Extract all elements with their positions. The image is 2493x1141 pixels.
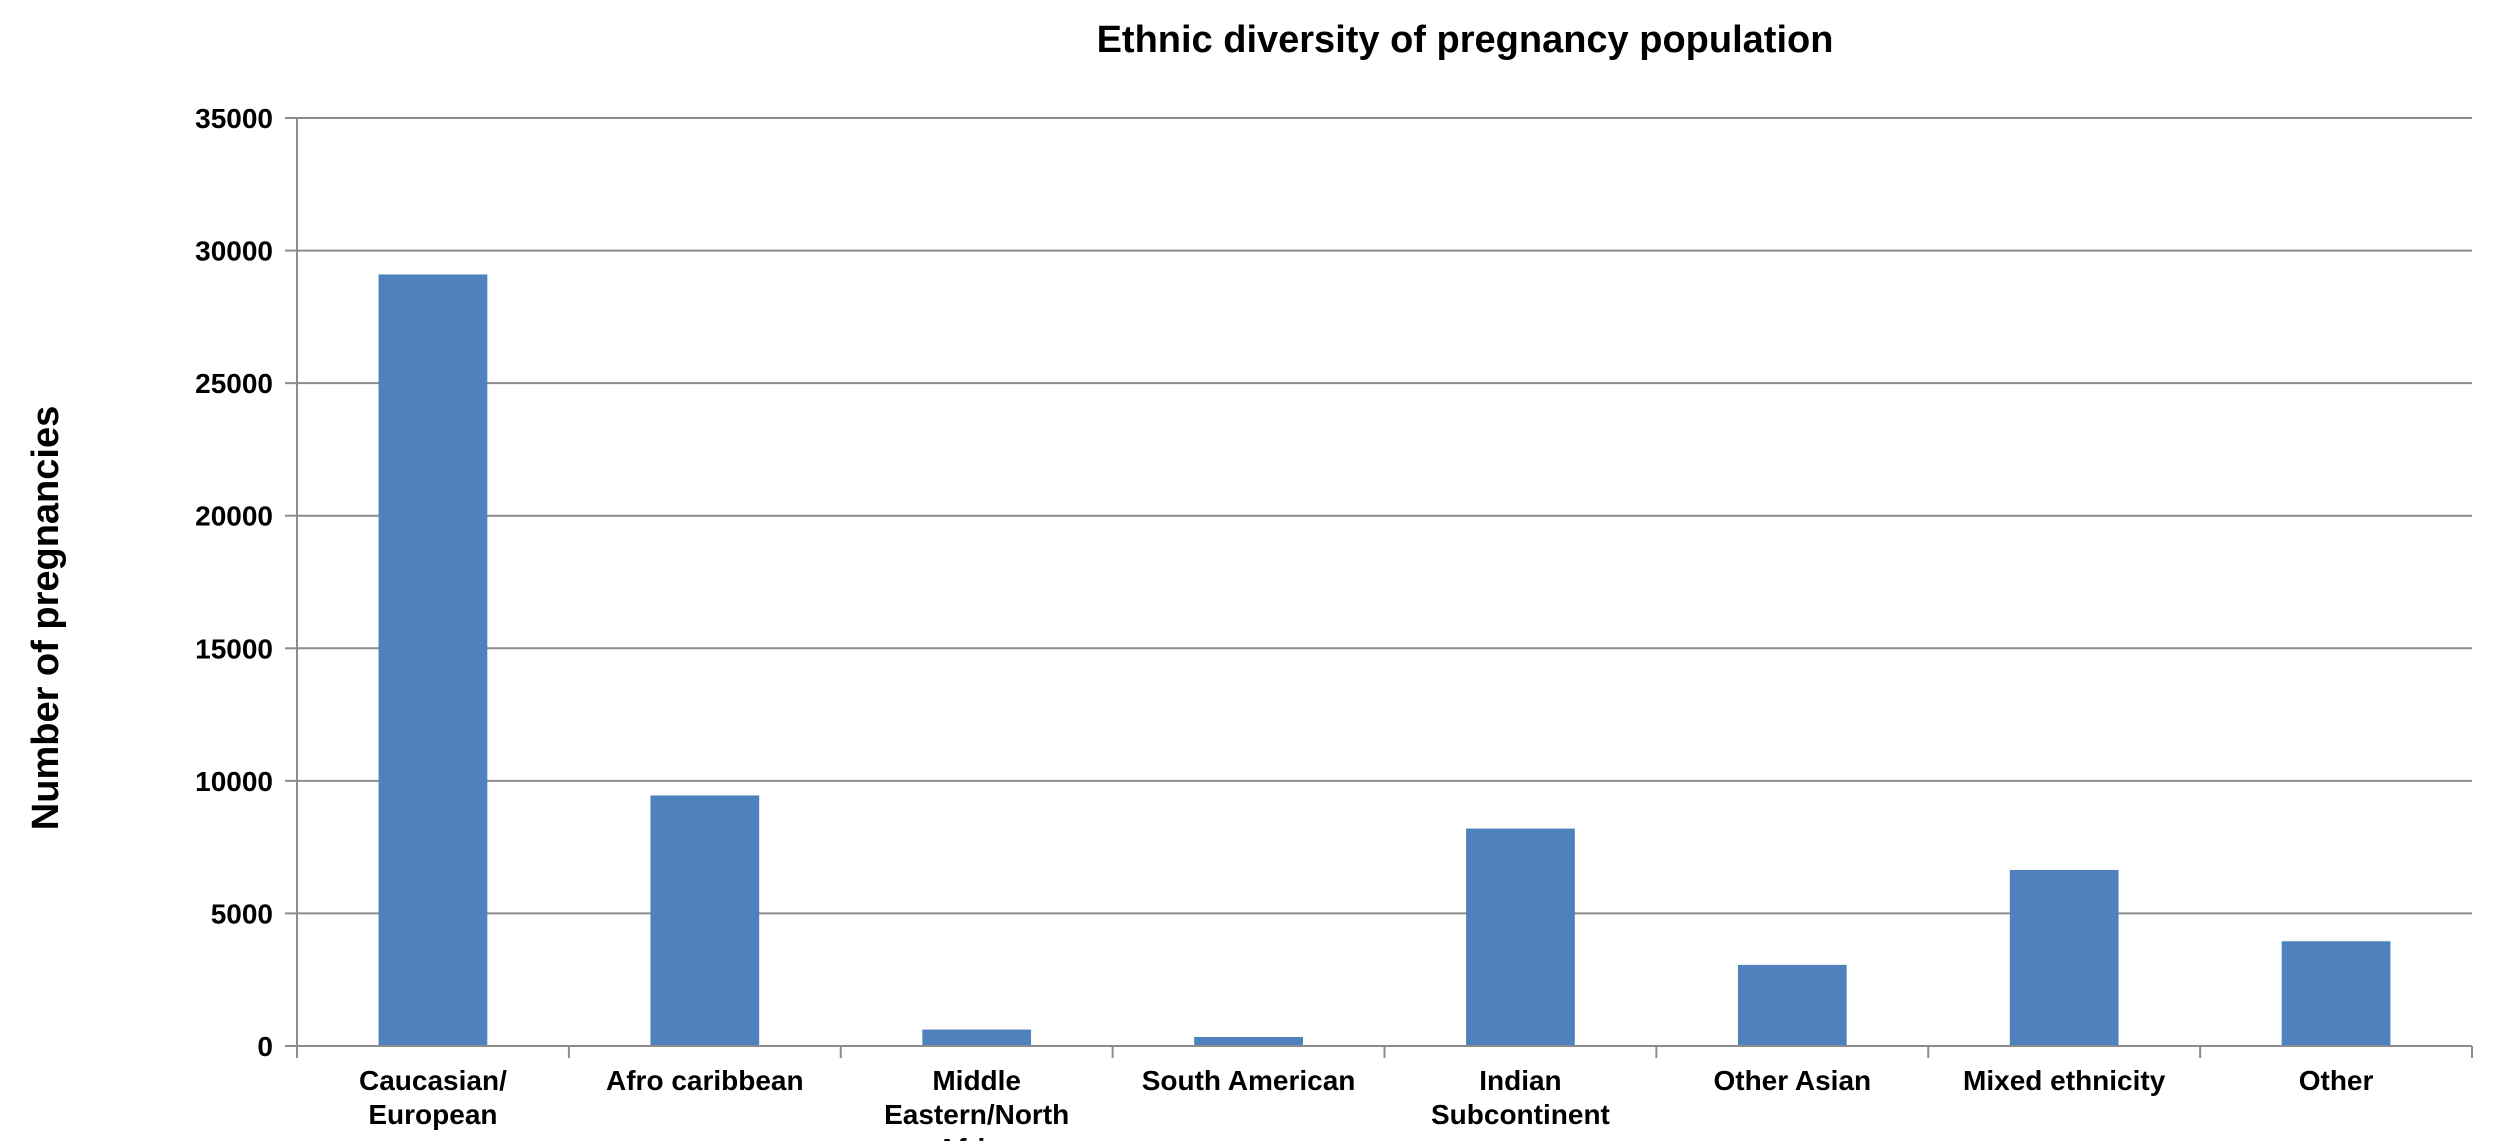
y-tick-label: 0 (257, 1031, 273, 1062)
x-category-label-line: Middle (932, 1065, 1021, 1096)
x-category-label: Afro caribbean (606, 1065, 804, 1096)
x-axis-categories: Caucasian/European Afro caribbean Middle Ea… (359, 1065, 2373, 1141)
y-tick-label: 20000 (195, 501, 273, 532)
x-category-label: Caucasian/European (359, 1065, 507, 1130)
bars (378, 274, 2391, 1046)
bar (1194, 1036, 1303, 1046)
bar (1737, 964, 1847, 1046)
bar (378, 274, 488, 1046)
y-axis-ticks: 0 5000 10000 15000 20000 25000 30000 35000 (195, 103, 297, 1062)
x-category-label: Indian Subcontinent (1431, 1065, 1610, 1130)
bar (2009, 869, 2119, 1046)
bar (2281, 941, 2391, 1046)
bar (650, 795, 760, 1046)
y-tick-label: 10000 (195, 766, 273, 797)
x-category-label-line: Eastern/North (884, 1099, 1069, 1130)
x-category-label-line: Subcontinent (1431, 1099, 1610, 1130)
y-axis-label: Number of pregnancies (25, 406, 67, 830)
y-tick-label: 35000 (195, 103, 273, 134)
x-category-label: Mixed ethnicity (1963, 1065, 2166, 1096)
x-category-label-line: Other Asian (1713, 1065, 1871, 1096)
x-category-label-line: Other (2299, 1065, 2374, 1096)
x-category-label-line: Mixed ethnicity (1963, 1065, 2166, 1096)
y-tick-label: 30000 (195, 236, 273, 267)
y-tick-label: 5000 (211, 898, 273, 929)
chart-title: Ethnic diversity of pregnancy population (1097, 19, 1834, 61)
x-axis (296, 118, 2473, 1058)
x-category-label-line: Africa (937, 1133, 1017, 1141)
gridlines (297, 117, 2472, 915)
x-category-label-line: European (368, 1099, 497, 1130)
x-category-label-line: Indian (1479, 1065, 1561, 1096)
bar (922, 1029, 1032, 1046)
x-category-label: South American (1142, 1065, 1356, 1096)
y-tick-label: 15000 (195, 633, 273, 664)
x-category-label-line: South American (1142, 1065, 1356, 1096)
x-category-label: Other Asian (1713, 1065, 1871, 1096)
x-category-label-line: Caucasian/ (359, 1065, 507, 1096)
y-tick-label: 25000 (195, 368, 273, 399)
x-category-label: Other (2299, 1065, 2374, 1096)
bar (1466, 828, 1575, 1046)
x-category-label-line: Afro caribbean (606, 1065, 804, 1096)
